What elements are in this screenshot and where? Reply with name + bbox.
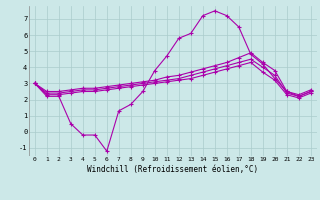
X-axis label: Windchill (Refroidissement éolien,°C): Windchill (Refroidissement éolien,°C) [87,165,258,174]
